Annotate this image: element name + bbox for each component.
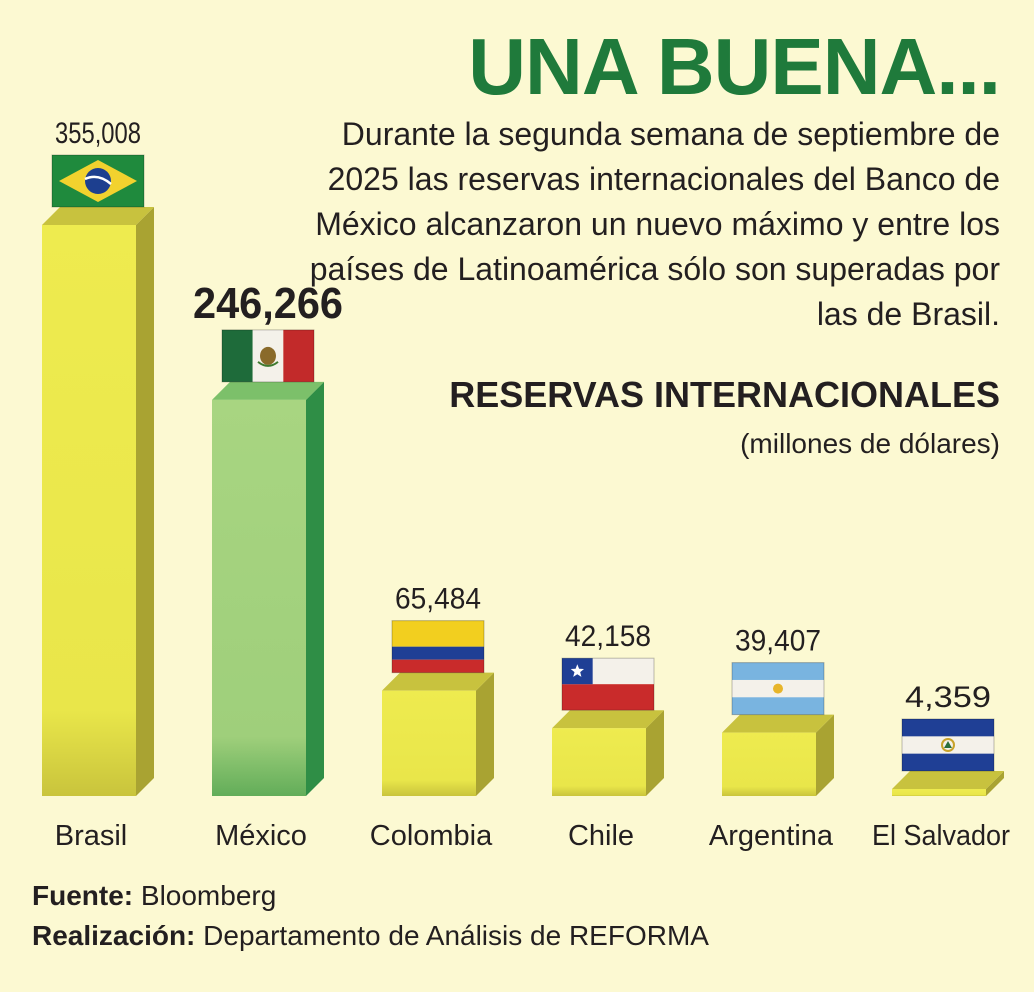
value-label-brasil: 355,008 — [55, 117, 141, 150]
bar-top-el-salvador — [892, 770, 1004, 789]
category-label-chile: Chile — [568, 820, 634, 852]
bar-side-colombia — [476, 672, 494, 796]
credit-line: Realización: Departamento de Análisis de… — [32, 916, 709, 956]
bar-colombia — [382, 690, 476, 796]
category-label-colombia: Colombia — [370, 820, 493, 852]
bar-el-salvador — [892, 788, 986, 796]
source-value: Bloomberg — [140, 880, 277, 911]
source-line: Fuente: Bloomberg — [32, 876, 709, 916]
el-salvador-flag-icon — [901, 718, 995, 772]
value-label-chile: 42,158 — [565, 620, 651, 653]
bar-top-chile — [552, 710, 664, 729]
chart-subtitle: (millones de dólares) — [740, 428, 1000, 459]
bar-top-mexico — [212, 381, 324, 400]
bar-top-brasil — [42, 207, 154, 225]
bar-side-mexico — [306, 381, 324, 796]
category-label-brasil: Brasil — [55, 820, 128, 852]
bar-mexico — [212, 399, 306, 796]
headline: UNA BUENA... — [468, 22, 1001, 111]
value-label-el-salvador: 4,359 — [905, 681, 991, 714]
bar-chile — [552, 728, 646, 796]
bar-side-argentina — [816, 714, 834, 796]
category-label-mexico: México — [215, 820, 307, 852]
bar-side-el-salvador — [986, 770, 1004, 796]
credit-value: Departamento de Análisis de REFORMA — [203, 920, 709, 951]
bar-side-chile — [646, 710, 664, 796]
bar-brasil — [42, 225, 136, 796]
chile-flag-icon — [561, 657, 655, 711]
bar-top-colombia — [382, 672, 494, 691]
bar-top-argentina — [722, 714, 834, 733]
footer: Fuente: Bloomberg Realización: Departame… — [32, 876, 709, 956]
mexico-flag-icon — [221, 329, 315, 383]
argentina-flag-icon — [731, 662, 825, 716]
category-label-el-salvador: El Salvador — [872, 820, 1010, 852]
chart-title: RESERVAS INTERNACIONALES — [449, 374, 1000, 415]
category-label-argentina: Argentina — [709, 820, 834, 852]
value-label-mexico: 246,266 — [193, 279, 343, 328]
intro-text: Durante la segunda semana de septiembre … — [309, 116, 1000, 332]
credit-label: Realización: — [32, 920, 196, 951]
bar-side-brasil — [136, 207, 154, 796]
brazil-flag-icon — [51, 154, 145, 208]
bar-argentina — [722, 732, 816, 796]
value-label-colombia: 65,484 — [395, 583, 481, 616]
source-label: Fuente: — [32, 880, 134, 911]
value-label-argentina: 39,407 — [735, 625, 821, 658]
colombia-flag-icon — [391, 620, 485, 674]
